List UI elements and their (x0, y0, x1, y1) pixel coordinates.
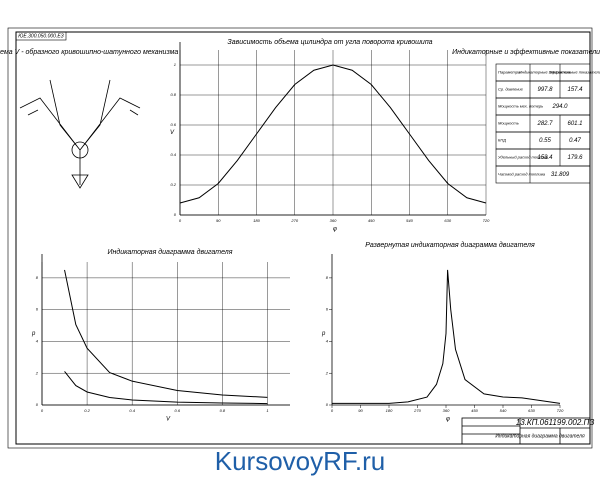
scheme-title: Схема V - образного кривошипно-шатунного… (0, 48, 178, 56)
chart-title: Развернутая индикаторная диаграмма двига… (365, 241, 535, 249)
stamp-title: Индикаторная диаграмма двигателя (495, 433, 585, 439)
table-cell: Эффективные показатели (549, 70, 600, 75)
table-cell: 179.6 (567, 155, 583, 161)
table-cell: Параметры (498, 70, 521, 75)
frame-code: ЮЕ.300.050.000.ЕЗ (18, 33, 63, 39)
table-cell: 997.8 (537, 87, 553, 93)
x-tick-label: 0 (179, 218, 182, 223)
y-tick-label: 2 (35, 370, 39, 375)
table-cell: Мощность (498, 121, 519, 126)
x-tick-label: 0.8 (220, 408, 226, 413)
x-tick-label: 90 (216, 218, 221, 223)
table-cell: Индикаторные показатели (519, 70, 572, 75)
x-tick-label: 180 (253, 218, 260, 223)
y-tick-label: 4 (36, 339, 39, 344)
x-tick-label: 720 (557, 408, 564, 413)
y-tick-label: 6 (36, 307, 39, 312)
table-cell: 157.4 (567, 87, 583, 93)
y-tick-label: 0.6 (170, 122, 176, 127)
outer-frame (7, 27, 593, 449)
table-cell: 294.0 (551, 104, 568, 110)
y-tick-label: 2 (325, 370, 329, 375)
table-cell: Часовой расход топлива (498, 172, 546, 177)
y-tick-label: 8 (326, 275, 329, 280)
stamp-code: 13.КП.061199.002.ПЗ (516, 418, 595, 427)
stamp-lines (461, 417, 591, 445)
table-cell: 0.47 (569, 138, 581, 144)
y-tick-label: 0 (36, 402, 39, 407)
x-label: V (166, 417, 171, 423)
x-tick-label: 540 (500, 408, 507, 413)
x-tick-label: 270 (413, 408, 421, 413)
curve (64, 269, 268, 398)
curve (64, 371, 268, 405)
x-label: φ (446, 417, 450, 423)
x-tick-label: 270 (290, 218, 298, 223)
table-cell: КПД (498, 138, 506, 143)
y-tick-label: 0.8 (170, 92, 176, 97)
y-tick-label: 4 (326, 339, 329, 344)
x-label: φ (333, 227, 337, 233)
chart-title: Индикаторная диаграмма двигателя (108, 248, 233, 256)
x-tick-label: 450 (368, 218, 375, 223)
x-tick-label: 0.4 (129, 408, 135, 413)
table-cell: 153.4 (537, 155, 553, 161)
x-tick-label: 540 (406, 218, 413, 223)
x-tick-label: 630 (528, 408, 535, 413)
x-tick-label: 90 (358, 408, 363, 413)
x-tick-label: 0 (41, 408, 44, 413)
y-tick-label: 0 (326, 402, 329, 407)
x-tick-label: 0.2 (84, 408, 90, 413)
table-cell: 601.1 (567, 121, 582, 127)
x-tick-label: 0 (331, 408, 334, 413)
curve (332, 269, 561, 404)
table-title: Индикаторные и эффективные показатели дв… (452, 48, 600, 56)
table-cell: Мощность мех. потерь (498, 104, 543, 109)
x-tick-label: 360 (443, 408, 450, 413)
x-tick-label: 1 (266, 408, 268, 413)
x-tick-label: 450 (471, 408, 478, 413)
table-cell: 31.809 (551, 172, 570, 178)
x-tick-label: 0.6 (174, 408, 180, 413)
x-tick-label: 720 (483, 218, 490, 223)
table-row (495, 165, 591, 184)
scheme (19, 79, 141, 189)
y-tick-label: 0.4 (170, 152, 176, 157)
table-cell: Ср. давление (498, 87, 524, 92)
charts: Зависимость объема цилиндра от угла пово… (31, 38, 564, 423)
chart-title: Зависимость объема цилиндра от угла пово… (227, 38, 432, 46)
y-tick-label: 0.2 (170, 182, 176, 187)
y-tick-label: 0 (174, 212, 177, 217)
y-label: p (321, 331, 326, 337)
y-label: p (31, 331, 36, 337)
table-cell: 282.7 (536, 121, 553, 127)
watermark: KursovoyRF.ru (215, 446, 386, 476)
table-cell: 0.55 (539, 138, 551, 144)
curve (179, 64, 487, 204)
x-tick-label: 630 (444, 218, 451, 223)
y-tick-label: 6 (326, 307, 329, 312)
x-tick-label: 360 (330, 218, 337, 223)
x-tick-label: 180 (386, 408, 393, 413)
table-cell: Удельный расход топлива (498, 155, 549, 160)
y-tick-label: 1 (174, 62, 176, 67)
code-box (15, 31, 67, 41)
y-label: V (170, 130, 175, 136)
y-tick-label: 8 (36, 275, 39, 280)
frame (15, 31, 591, 445)
